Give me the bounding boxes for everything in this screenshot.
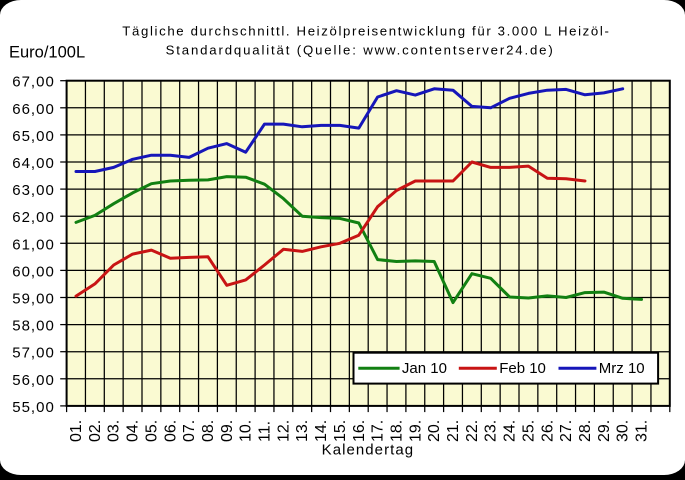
- svg-text:Standardqualität (Quelle: www.: Standardqualität (Quelle: www.contentser…: [166, 43, 555, 58]
- svg-text:20.: 20.: [426, 420, 443, 442]
- svg-text:21.: 21.: [445, 420, 462, 442]
- svg-text:Tägliche durchschnittl. Heizöl: Tägliche durchschnittl. Heizölpreisentwi…: [122, 23, 610, 38]
- svg-text:10.: 10.: [238, 420, 255, 442]
- svg-text:18.: 18.: [389, 420, 406, 442]
- svg-text:Mrz 10: Mrz 10: [599, 360, 645, 377]
- svg-text:08.: 08.: [200, 420, 217, 442]
- svg-text:11.: 11.: [257, 421, 274, 442]
- svg-text:15.: 15.: [332, 420, 349, 442]
- svg-text:09.: 09.: [219, 420, 236, 442]
- svg-text:59,00: 59,00: [12, 291, 55, 308]
- svg-text:29.: 29.: [596, 420, 613, 442]
- svg-text:63,00: 63,00: [12, 182, 55, 199]
- svg-text:25.: 25.: [520, 420, 537, 442]
- svg-text:17.: 17.: [370, 420, 387, 442]
- svg-text:19.: 19.: [407, 420, 424, 442]
- svg-text:23.: 23.: [483, 420, 500, 442]
- svg-text:Jan 10: Jan 10: [402, 360, 447, 377]
- svg-text:01.: 01.: [68, 420, 85, 442]
- svg-text:58,00: 58,00: [12, 318, 55, 335]
- svg-text:27.: 27.: [558, 420, 575, 442]
- svg-text:56,00: 56,00: [12, 372, 55, 389]
- svg-text:12.: 12.: [275, 420, 292, 442]
- svg-text:62,00: 62,00: [12, 209, 55, 226]
- svg-text:67,00: 67,00: [12, 74, 55, 91]
- svg-text:16.: 16.: [351, 420, 368, 442]
- svg-text:03.: 03.: [106, 420, 123, 442]
- svg-text:66,00: 66,00: [12, 101, 55, 118]
- svg-text:30.: 30.: [615, 420, 632, 442]
- svg-text:13.: 13.: [294, 420, 311, 442]
- svg-text:64,00: 64,00: [12, 155, 55, 172]
- svg-text:65,00: 65,00: [12, 128, 55, 145]
- svg-text:61,00: 61,00: [12, 236, 55, 253]
- svg-text:22.: 22.: [464, 420, 481, 442]
- svg-text:31.: 31.: [634, 420, 651, 442]
- svg-text:Kalendertag: Kalendertag: [322, 441, 414, 458]
- svg-text:57,00: 57,00: [12, 345, 55, 362]
- svg-text:55,00: 55,00: [12, 399, 55, 416]
- svg-text:07.: 07.: [181, 420, 198, 442]
- svg-text:06.: 06.: [162, 420, 179, 442]
- svg-text:14.: 14.: [313, 420, 330, 442]
- svg-text:04.: 04.: [125, 420, 142, 442]
- svg-text:26.: 26.: [539, 420, 556, 442]
- svg-text:28.: 28.: [577, 420, 594, 442]
- svg-text:Feb 10: Feb 10: [499, 360, 546, 377]
- svg-text:02.: 02.: [87, 420, 104, 442]
- svg-text:05.: 05.: [143, 420, 160, 442]
- svg-text:60,00: 60,00: [12, 263, 55, 280]
- svg-text:24.: 24.: [502, 420, 519, 442]
- svg-text:Euro/100L: Euro/100L: [9, 43, 85, 61]
